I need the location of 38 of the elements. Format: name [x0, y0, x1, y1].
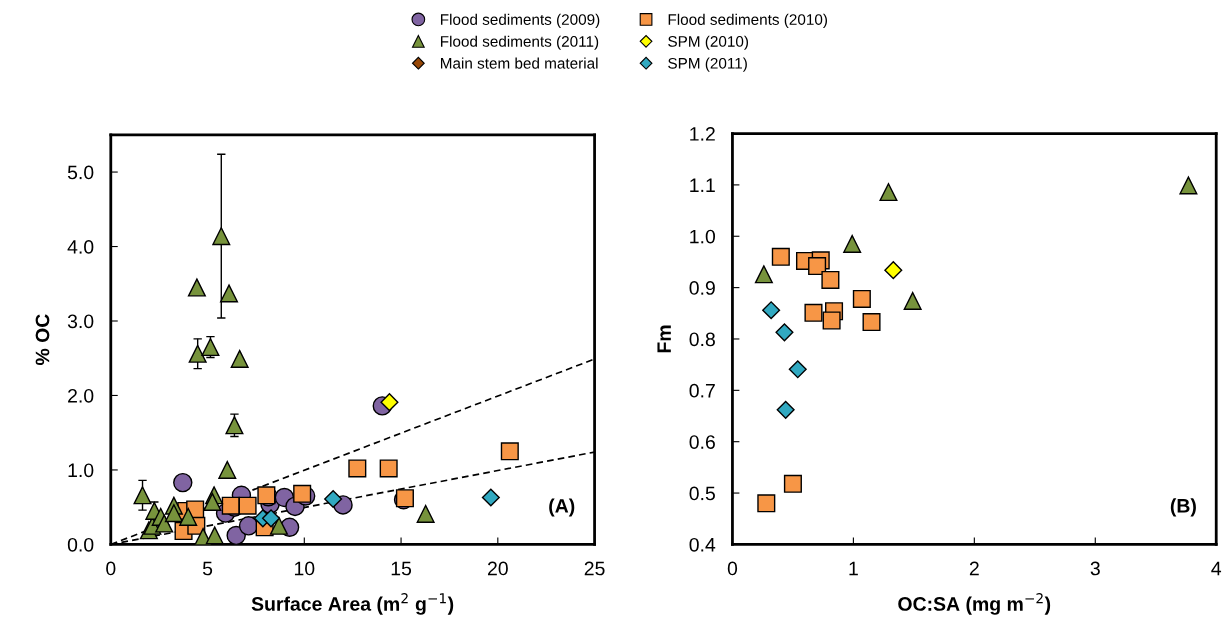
x-tick-label: 25: [584, 561, 605, 576]
annotation: (A): [549, 498, 575, 517]
x-tick-label: 1: [849, 561, 858, 576]
y-tick-label: 3.0: [67, 314, 94, 329]
y-tick-label: 0.4: [689, 537, 716, 552]
x-tick-label: 2: [969, 561, 979, 576]
y-tick-label: 0.6: [689, 435, 715, 449]
legend-label: Main stem bed material: [440, 57, 598, 69]
legend-label: Flood sediments (2009): [440, 13, 600, 28]
annotation: (B): [1170, 498, 1196, 517]
x-tick-label: 4: [1211, 561, 1222, 576]
x-tick-label: 0: [106, 561, 116, 576]
y-tick-label: 0.9: [689, 281, 715, 295]
legend-label: SPM (2010): [668, 35, 749, 50]
y-tick-label: 0.5: [689, 486, 715, 501]
y-tick-label: 1.2: [690, 127, 715, 141]
y-tick-label: 0.7: [689, 383, 715, 398]
y-tick-label: 2.0: [68, 388, 94, 403]
x-tick-label: 15: [391, 561, 412, 576]
legend-label: SPM (2011): [668, 57, 747, 72]
legend-label: Flood sediments (2011): [440, 35, 599, 50]
x-axis-title: Surface Area (m$^{2}$ g$^{−1}$): [251, 593, 454, 615]
x-tick-label: 5: [202, 561, 213, 576]
legend-label: Flood sediments (2010): [668, 13, 827, 28]
x-tick-label: 3: [1090, 561, 1100, 576]
y-axis-title: % OC: [35, 314, 50, 366]
y-tick-label: 1.1: [690, 178, 715, 192]
x-tick-label: 10: [294, 561, 315, 576]
y-axis-title: Fm: [657, 325, 671, 353]
x-tick-label: 20: [487, 561, 508, 576]
y-tick-label: 4.0: [67, 240, 94, 254]
x-axis-title: OC:SA (mg m$^{−2}$): [898, 593, 1051, 615]
y-tick-label: 0.8: [689, 332, 715, 347]
y-tick-label: 1.0: [68, 463, 94, 478]
y-tick-label: 5.0: [67, 165, 94, 180]
x-tick-label: 0: [727, 561, 738, 576]
y-tick-label: 0.0: [67, 537, 94, 552]
y-tick-label: 1.0: [690, 229, 716, 244]
